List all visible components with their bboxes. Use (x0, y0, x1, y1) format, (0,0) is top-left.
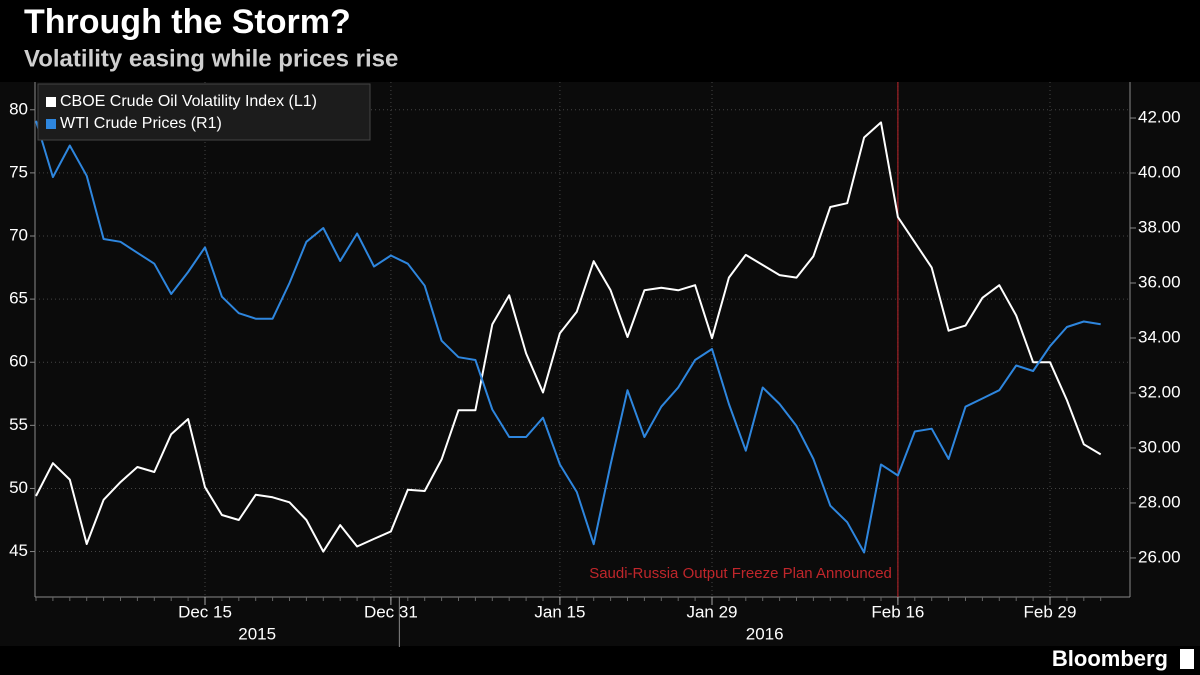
y-tick-label: 60 (9, 352, 28, 371)
y-tick-label: 75 (9, 162, 28, 181)
chart-title: Through the Storm? (24, 3, 351, 41)
legend-label: CBOE Crude Oil Volatility Index (L1) (60, 93, 317, 110)
y2-tick-label: 36.00 (1138, 272, 1181, 291)
legend-box (37, 83, 371, 141)
logo (1180, 649, 1194, 669)
year-label: 2015 (238, 624, 276, 643)
y-tick-label: 80 (9, 99, 28, 118)
y2-tick-label: 34.00 (1138, 327, 1181, 346)
y-tick-label: 50 (9, 478, 28, 497)
plot-background (0, 82, 1200, 646)
source: Bloomberg (1052, 646, 1168, 671)
series-line (35, 121, 1102, 553)
y2-tick-label: 42.00 (1138, 108, 1181, 127)
y2-tick-label: 26.00 (1138, 547, 1181, 566)
chart-subtitle: Volatility easing while prices rise (24, 45, 398, 72)
y-tick-label: 70 (9, 225, 28, 244)
legend-swatch (46, 119, 56, 129)
y2-tick-label: 40.00 (1138, 162, 1181, 181)
y-tick-label: 55 (9, 415, 28, 434)
x-tick-label: Dec 15 (178, 602, 232, 621)
y2-tick-label: 38.00 (1138, 217, 1181, 236)
x-tick-label: Dec 31 (364, 602, 418, 621)
y2-tick-label: 30.00 (1138, 437, 1181, 456)
y2-tick-label: 32.00 (1138, 382, 1181, 401)
annotation: Saudi-Russia Output Freeze Plan Announce… (589, 565, 892, 582)
x-tick-label: Jan 15 (534, 602, 585, 621)
x-tick-label: Jan 29 (686, 602, 737, 621)
y-tick-label: 65 (9, 289, 28, 308)
y-tick-label: 45 (9, 541, 28, 560)
x-tick-label: Feb 29 (1024, 602, 1077, 621)
year-label: 2016 (746, 624, 784, 643)
x-tick-label: Feb 16 (871, 602, 924, 621)
legend-label: WTI Crude Prices (R1) (60, 115, 222, 132)
legend-swatch (46, 97, 56, 107)
series-line (35, 120, 1101, 554)
y2-tick-label: 28.00 (1138, 492, 1181, 511)
